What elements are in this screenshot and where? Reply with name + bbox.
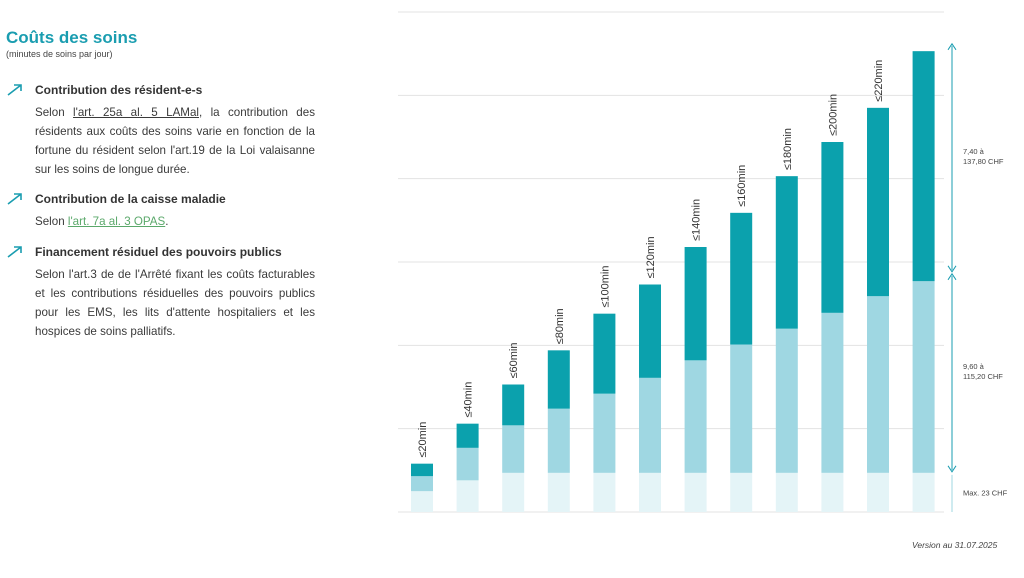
category-label: ≤140min [691, 199, 703, 241]
bar-segment [411, 491, 433, 512]
bar-segment [912, 281, 935, 473]
category-label: ≤120min [645, 236, 657, 278]
bar-segment [775, 176, 798, 329]
opas-link[interactable]: l'art. 7a al. 3 OPAS [67, 215, 166, 228]
section-body: Selon l'art. 7a al. 3 OPAS. [35, 212, 315, 231]
bar-segment [684, 360, 707, 473]
page-subtitle: (minutes de soins par jour) [6, 49, 113, 59]
arrow-up-right-icon [7, 193, 22, 205]
bar-segment [867, 472, 889, 512]
arrow-up-icon [947, 272, 957, 281]
annotation-label: 137,80 CHF [963, 157, 1004, 166]
bar-segment [456, 423, 479, 448]
bar-segment [639, 284, 661, 378]
annotation-label: 7,40 à [963, 147, 985, 156]
bar-segment [411, 463, 433, 477]
bar-segment [593, 472, 616, 512]
category-label: ≤180min [782, 128, 794, 170]
category-label: ≤200min [827, 94, 839, 136]
section-residents: Contribution des résident-e-s Selon l'ar… [6, 83, 326, 179]
arrow-up-icon [947, 42, 957, 51]
section-title: Financement résiduel des pouvoirs public… [35, 245, 282, 259]
category-label: ≤80min [554, 308, 566, 344]
bar-segment [502, 472, 525, 512]
bar-segment [456, 480, 479, 512]
body-text: Selon [35, 215, 68, 228]
bar-segment [730, 212, 753, 345]
bar-segment [775, 328, 798, 473]
section-public: Financement résiduel des pouvoirs public… [6, 245, 326, 341]
bar-segment [821, 142, 844, 313]
bar-segment [775, 472, 798, 512]
body-text: . [165, 215, 169, 228]
bar-segment [593, 313, 616, 394]
bar-segment [912, 472, 935, 512]
bar-segment [547, 408, 570, 473]
bar-segment [547, 472, 570, 512]
bar-segment [547, 350, 570, 409]
bar-segment [684, 247, 707, 361]
body-text: Selon [35, 106, 74, 119]
bar-segment [456, 447, 479, 481]
section-title: Contribution des résident-e-s [35, 83, 203, 97]
bar-segment [684, 472, 707, 512]
bar-segment [411, 476, 433, 492]
category-label: ≤160min [736, 165, 748, 207]
bar-segment [593, 393, 616, 473]
bar-segment [639, 377, 661, 473]
section-body: Selon l'art. 25a al. 5 LAMal, la contrib… [35, 103, 315, 179]
version-label: Version au 31.07.2025 [912, 540, 998, 550]
bar-segment [867, 107, 889, 297]
category-label: ≤20min [417, 422, 429, 458]
category-label: ≤60min [508, 343, 520, 379]
bar-segment [821, 312, 844, 473]
bar-segment [639, 472, 661, 512]
arrow-down-icon [947, 265, 957, 273]
arrow-up-right-icon [7, 246, 22, 258]
bar-segment [867, 296, 889, 473]
page-title: Coûts des soins [6, 28, 138, 47]
annotation-label: 115,20 CHF [963, 372, 1003, 381]
arrow-up-right-icon [7, 84, 22, 96]
bar-segment [502, 384, 525, 426]
lamal-link[interactable]: l'art. 25a al. 5 LAMal [73, 106, 199, 119]
section-body: Selon l'art.3 de de l'Arrêté fixant les … [35, 268, 315, 338]
bar-segment [502, 425, 525, 473]
bar-segment [730, 472, 753, 512]
section-title: Contribution de la caisse maladie [35, 192, 226, 206]
category-label: ≤220min [873, 60, 885, 102]
text-panel: Coûts des soins (minutes de soins par jo… [6, 28, 326, 341]
section-insurance: Contribution de la caisse maladie Selon … [6, 192, 326, 231]
bar-segment [821, 472, 844, 512]
bar-segment [730, 344, 753, 473]
category-label: ≤100min [599, 266, 611, 308]
annotation-label: 9,60 à [963, 362, 985, 371]
arrow-down-icon [947, 465, 957, 473]
body-text: , la contribution des résidents aux coût… [35, 106, 315, 176]
bar-segment [912, 51, 935, 282]
annotation-label: Max. 23 CHF [963, 488, 1008, 497]
category-label: ≤40min [463, 382, 475, 418]
